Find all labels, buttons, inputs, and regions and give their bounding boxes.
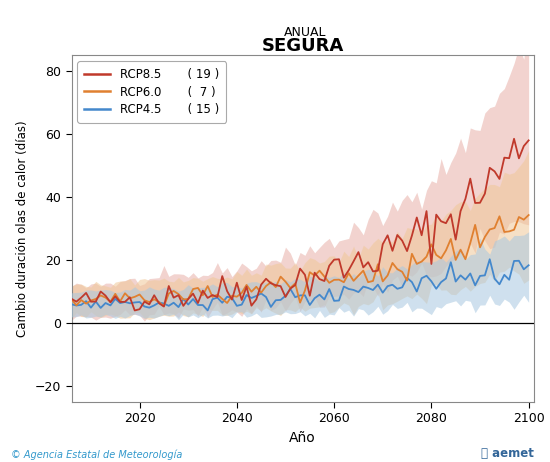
Text: © Agencia Estatal de Meteorología: © Agencia Estatal de Meteorología	[11, 449, 183, 460]
X-axis label: Año: Año	[289, 431, 316, 445]
Y-axis label: Cambio duración olas de calor (días): Cambio duración olas de calor (días)	[16, 121, 29, 337]
Title: SEGURA: SEGURA	[261, 37, 344, 55]
Text: Ⓜ aemet: Ⓜ aemet	[481, 447, 534, 460]
Text: ANUAL: ANUAL	[284, 26, 327, 39]
Legend: RCP8.5       ( 19 ), RCP6.0       (  7 ), RCP4.5       ( 15 ): RCP8.5 ( 19 ), RCP6.0 ( 7 ), RCP4.5 ( 15…	[78, 61, 226, 123]
